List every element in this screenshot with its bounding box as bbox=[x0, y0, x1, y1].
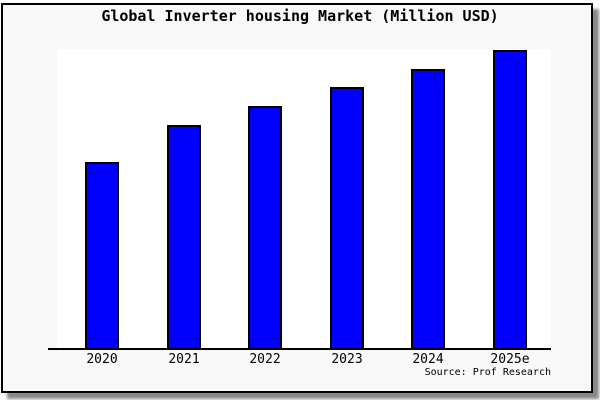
bar-2020 bbox=[85, 162, 119, 350]
x-tick-label-2020: 2020 bbox=[86, 352, 118, 367]
plot-area bbox=[57, 49, 551, 350]
x-tick-label-2022: 2022 bbox=[249, 352, 281, 367]
bar-2024 bbox=[411, 69, 445, 350]
source-note: Source: Prof Research bbox=[424, 367, 551, 378]
bar-2023 bbox=[330, 87, 364, 350]
x-tick-label-2021: 2021 bbox=[168, 352, 200, 367]
x-tick-label-2023: 2023 bbox=[331, 352, 363, 367]
x-tick-label-2025e: 2025e bbox=[490, 352, 530, 367]
bar-2022 bbox=[248, 106, 282, 350]
bar-2025e bbox=[493, 50, 527, 350]
x-axis-line bbox=[48, 348, 551, 350]
bar-2021 bbox=[167, 125, 201, 350]
x-tick-label-2024: 2024 bbox=[412, 352, 444, 367]
chart-title: Global Inverter housing Market (Million … bbox=[101, 7, 499, 25]
